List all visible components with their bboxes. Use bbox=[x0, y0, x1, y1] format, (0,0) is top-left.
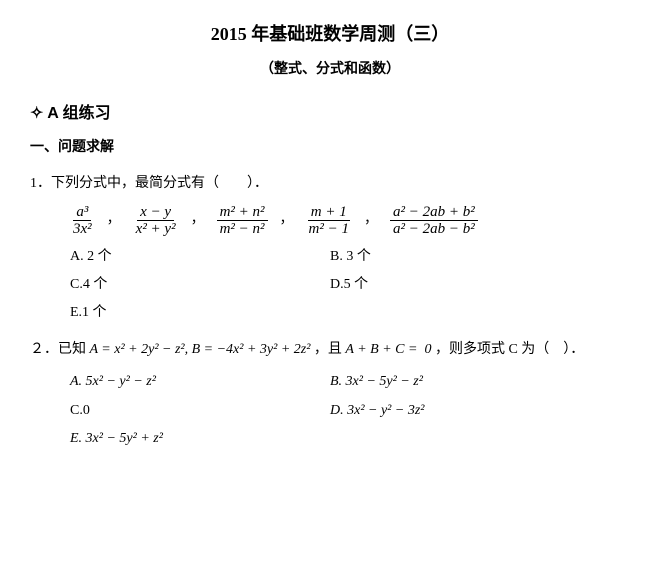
q1-frac-5-num: a² − 2ab + b² bbox=[390, 204, 478, 222]
section-a-heading: ✧ A 组练习 bbox=[30, 101, 630, 127]
question-1: 1．下列分式中，最简分式有（ ）． a³ 3x² ， x − y x² + y²… bbox=[30, 173, 630, 325]
q2-options: A. 5x² − y² − z² B. 3x² − 5y² − z² C.0 D… bbox=[70, 371, 630, 450]
q2-stem-pre: ２．已知 bbox=[30, 342, 86, 357]
q2-expr: A = x² + 2y² − z², B = −4x² + 3y² + 2z² bbox=[90, 342, 311, 357]
q2-stem-post: ，则多项式 C 为（ ）． bbox=[435, 342, 584, 357]
comma: ， bbox=[107, 209, 121, 231]
q1-frac-4-den: m² − 1 bbox=[306, 221, 352, 238]
q1-opt-d: D.5 个 bbox=[330, 274, 368, 296]
comma: ， bbox=[191, 209, 205, 231]
q2-opt-a: A. 5x² − y² − z² bbox=[70, 371, 330, 393]
q1-opt-b: B. 3 个 bbox=[330, 246, 371, 268]
page-title: 2015 年基础班数学周测（三） bbox=[30, 20, 630, 49]
subsection-1: 一、问题求解 bbox=[30, 137, 630, 159]
q1-stem: 1．下列分式中，最简分式有（ ）． bbox=[30, 173, 630, 195]
q1-frac-4-num: m + 1 bbox=[308, 204, 350, 222]
q1-frac-4: m + 1 m² − 1 bbox=[306, 204, 352, 238]
q2-opt-b: B. 3x² − 5y² − z² bbox=[330, 371, 423, 393]
page-subtitle: （整式、分式和函数） bbox=[30, 59, 630, 81]
q2-expr2: A + B + C = 0 bbox=[345, 342, 431, 357]
q1-frac-5: a² − 2ab + b² a² − 2ab − b² bbox=[390, 204, 478, 238]
q1-frac-1-num: a³ bbox=[73, 204, 91, 222]
q1-frac-2-den: x² + y² bbox=[133, 221, 179, 238]
q1-frac-2-num: x − y bbox=[137, 204, 174, 222]
comma: ， bbox=[280, 209, 294, 231]
q2-opt-d: D. 3x² − y² − 3z² bbox=[330, 400, 424, 422]
question-2: ２．已知 A = x² + 2y² − z², B = −4x² + 3y² +… bbox=[30, 339, 630, 451]
comma: ， bbox=[364, 209, 378, 231]
q1-frac-3-den: m² − n² bbox=[217, 221, 268, 238]
q1-frac-3-num: m² + n² bbox=[217, 204, 268, 222]
q1-frac-5-den: a² − 2ab − b² bbox=[390, 221, 478, 238]
q1-expressions: a³ 3x² ， x − y x² + y² ， m² + n² m² − n²… bbox=[70, 204, 630, 238]
q1-opt-c: C.4 个 bbox=[70, 274, 330, 296]
q1-frac-1: a³ 3x² bbox=[70, 204, 95, 238]
q1-options: A. 2 个 B. 3 个 C.4 个 D.5 个 E.1 个 bbox=[70, 246, 630, 325]
q2-opt-e: E. 3x² − 5y² + z² bbox=[70, 428, 330, 450]
q2-stem-mid: ，且 bbox=[314, 342, 342, 357]
q2-opt-c: C.0 bbox=[70, 400, 330, 422]
q1-frac-1-den: 3x² bbox=[70, 221, 95, 238]
q1-opt-e: E.1 个 bbox=[70, 302, 330, 324]
q2-stem: ２．已知 A = x² + 2y² − z², B = −4x² + 3y² +… bbox=[30, 339, 630, 361]
q1-frac-2: x − y x² + y² bbox=[133, 204, 179, 238]
q1-frac-3: m² + n² m² − n² bbox=[217, 204, 268, 238]
q1-opt-a: A. 2 个 bbox=[70, 246, 330, 268]
